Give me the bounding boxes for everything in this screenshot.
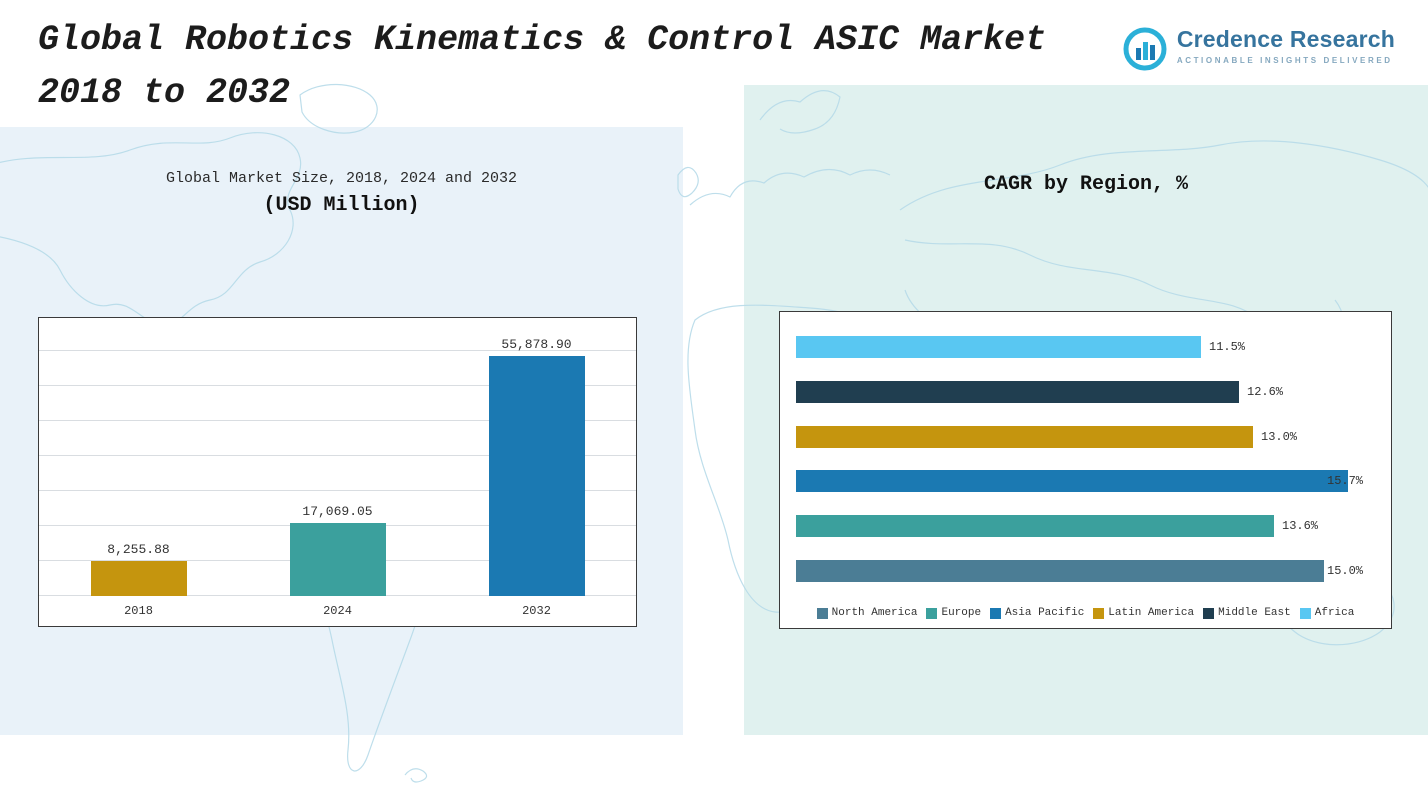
market-bar-2032 (488, 356, 585, 596)
legend-item: Africa (1299, 607, 1355, 619)
legend-item: Europe (926, 607, 981, 619)
page-title-line2: 2018 to 2032 (38, 72, 291, 113)
x-axis-label: 2018 (124, 604, 153, 618)
legend-label: Latin America (1108, 607, 1195, 619)
legend-label: Middle East (1218, 607, 1291, 619)
cagr-value-label: 13.0% (1261, 429, 1298, 444)
cagr-legend: North America Europe Asia Pacific Latin Ame… (788, 607, 1383, 619)
bar-column-2024: 17,069.05 2024 (238, 318, 437, 626)
legend-swatch (926, 607, 938, 619)
cagr-value-label: 15.0% (1327, 563, 1364, 578)
legend-swatch (1299, 607, 1311, 619)
market-bar-2024 (289, 523, 386, 596)
bar-value-label: 55,878.90 (501, 337, 572, 352)
cagr-bar-row-asia-pacific: 15.7% (796, 470, 1373, 493)
legend-label: Asia Pacific (1005, 607, 1085, 619)
legend-label: North America (831, 607, 918, 619)
cagr-plot: 11.5% 12.6% 13.0% 15.7% 13.6% 15.0% (796, 336, 1373, 582)
cagr-bar (796, 470, 1348, 493)
page-title-line1: Global Robotics Kinematics & Control ASI… (38, 20, 1047, 60)
brand-text: Credence Research Actionable Insights De… (1177, 26, 1395, 65)
cagr-bar (796, 380, 1239, 403)
market-bar-2018 (90, 561, 187, 596)
market-size-plot: 8,255.88 2018 17,069.05 2024 55,878.90 2032 (39, 318, 636, 626)
cagr-bar (796, 425, 1253, 448)
market-size-title: Global Market Size, 2018, 2024 and 2032 (165, 170, 518, 187)
bar-column-2032: 55,878.90 2032 (437, 318, 636, 626)
legend-swatch (1093, 607, 1105, 619)
x-axis-label: 2024 (323, 604, 352, 618)
legend-item: Asia Pacific (990, 607, 1084, 619)
cagr-value-label: 11.5% (1209, 340, 1246, 354)
cagr-bar-row-latin-america: 13.0% (796, 425, 1373, 448)
cagr-bar-row-middle-east: 12.6% (796, 380, 1373, 403)
bar-column-2018: 8,255.88 2018 (39, 318, 238, 626)
legend-item: North America (816, 607, 918, 619)
legend-swatch (990, 607, 1002, 619)
brand-tagline: Actionable Insights Delivered (1176, 56, 1393, 65)
cagr-bar (796, 515, 1274, 538)
market-size-subtitle: (USD Million) (263, 194, 420, 217)
cagr-bar-row-africa: 11.5% (796, 336, 1373, 358)
cagr-bar (796, 336, 1201, 358)
cagr-bar (796, 559, 1324, 582)
brand-logo: Credence Research Actionable Insights De… (1122, 26, 1395, 72)
legend-label: Europe (941, 607, 982, 619)
bar-value-label: 8,255.88 (107, 542, 170, 557)
bar-value-label: 17,069.05 (302, 504, 373, 519)
x-axis-label: 2032 (522, 604, 551, 618)
cagr-bar-row-north-america: 15.0% (796, 559, 1373, 582)
bar-chart-circle-icon (1123, 27, 1167, 71)
cagr-value-label: 13.6% (1282, 519, 1319, 534)
cagr-title: CAGR by Region, % (983, 173, 1189, 196)
legend-item: Middle East (1203, 607, 1291, 619)
legend-item: Latin America (1093, 607, 1194, 619)
cagr-plot-box: 11.5% 12.6% 13.0% 15.7% 13.6% 15.0% North Ame… (779, 311, 1392, 629)
legend-label: Africa (1314, 607, 1355, 619)
market-size-plot-box: 8,255.88 2018 17,069.05 2024 55,878.90 2032 (38, 317, 637, 627)
market-size-heading: Global Market Size, 2018, 2024 and 2032 … (0, 170, 683, 217)
map-swirl (404, 768, 428, 783)
legend-swatch (1203, 607, 1215, 619)
legend-swatch (816, 607, 828, 619)
brand-name: Credence Research (1176, 26, 1395, 52)
page-title: Global Robotics Kinematics & Control ASI… (38, 14, 1046, 119)
cagr-value-label: 12.6% (1247, 384, 1284, 399)
cagr-value-label: 15.7% (1327, 474, 1364, 489)
cagr-bar-row-europe: 13.6% (796, 515, 1373, 538)
